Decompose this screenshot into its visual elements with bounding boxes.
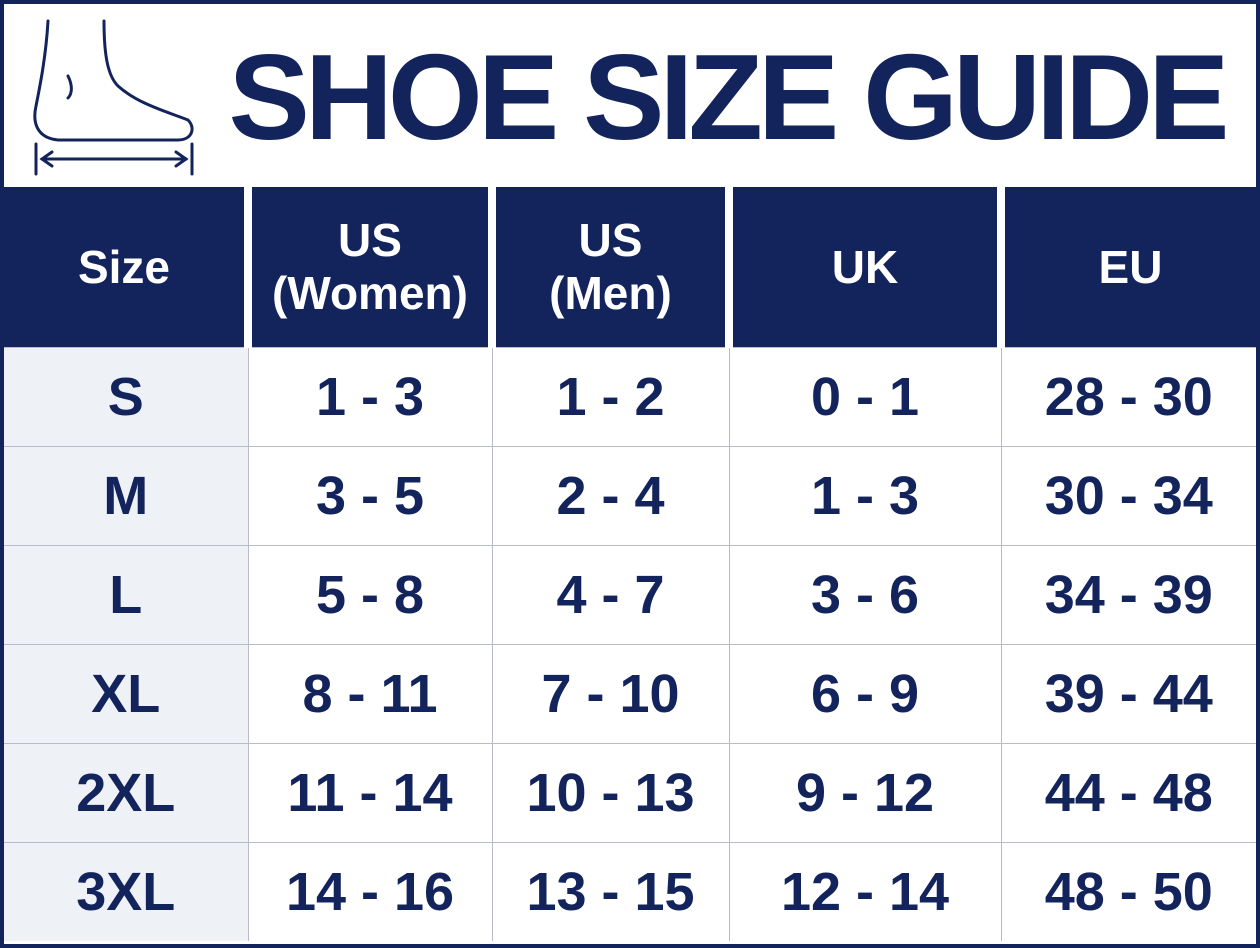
foot-icon	[33, 19, 194, 176]
size-cell: 9 - 12	[728, 743, 1002, 843]
table-row: XL 8 - 11 7 - 10 6 - 9 39 - 44	[4, 644, 1256, 744]
size-cell: 1 - 2	[491, 347, 730, 447]
size-cell: 39 - 44	[1000, 644, 1256, 744]
size-cell: 34 - 39	[1000, 545, 1256, 645]
size-cell: 6 - 9	[728, 644, 1002, 744]
size-cell: 0 - 1	[728, 347, 1002, 447]
size-cell: 30 - 34	[1000, 446, 1256, 546]
size-cell: 3 - 6	[728, 545, 1002, 645]
size-cell: 11 - 14	[247, 743, 493, 843]
size-cell: 2 - 4	[491, 446, 730, 546]
size-cell: 4 - 7	[491, 545, 730, 645]
header-row: Size US (Women) US (Men) UK EU	[4, 187, 1256, 348]
size-cell: 7 - 10	[491, 644, 730, 744]
table-row: 3XL 14 - 16 13 - 15 12 - 14 48 - 50	[4, 842, 1256, 941]
header: SHOE SIZE GUIDE	[4, 4, 1256, 187]
size-label: 3XL	[4, 842, 249, 941]
size-label: M	[4, 446, 249, 546]
size-label: S	[4, 347, 249, 447]
size-cell: 28 - 30	[1000, 347, 1256, 447]
size-label: L	[4, 545, 249, 645]
column-header: UK	[725, 187, 1001, 348]
size-label: 2XL	[4, 743, 249, 843]
size-cell: 3 - 5	[247, 446, 493, 546]
size-cell: 13 - 15	[491, 842, 730, 941]
column-header: US (Women)	[244, 187, 492, 348]
size-cell: 10 - 13	[491, 743, 730, 843]
title: SHOE SIZE GUIDE	[228, 29, 1229, 165]
column-header: EU	[997, 187, 1256, 348]
size-cell: 12 - 14	[728, 842, 1002, 941]
size-cell: 1 - 3	[247, 347, 493, 447]
size-cell: 8 - 11	[247, 644, 493, 744]
column-header: Size	[4, 187, 248, 348]
size-cell: 5 - 8	[247, 545, 493, 645]
size-cell: 44 - 48	[1000, 743, 1256, 843]
size-label: XL	[4, 644, 249, 744]
column-header: US (Men)	[488, 187, 729, 348]
table-row: 2XL 11 - 14 10 - 13 9 - 12 44 - 48	[4, 743, 1256, 843]
size-cell: 14 - 16	[247, 842, 493, 941]
size-cell: 48 - 50	[1000, 842, 1256, 941]
size-cell: 1 - 3	[728, 446, 1002, 546]
